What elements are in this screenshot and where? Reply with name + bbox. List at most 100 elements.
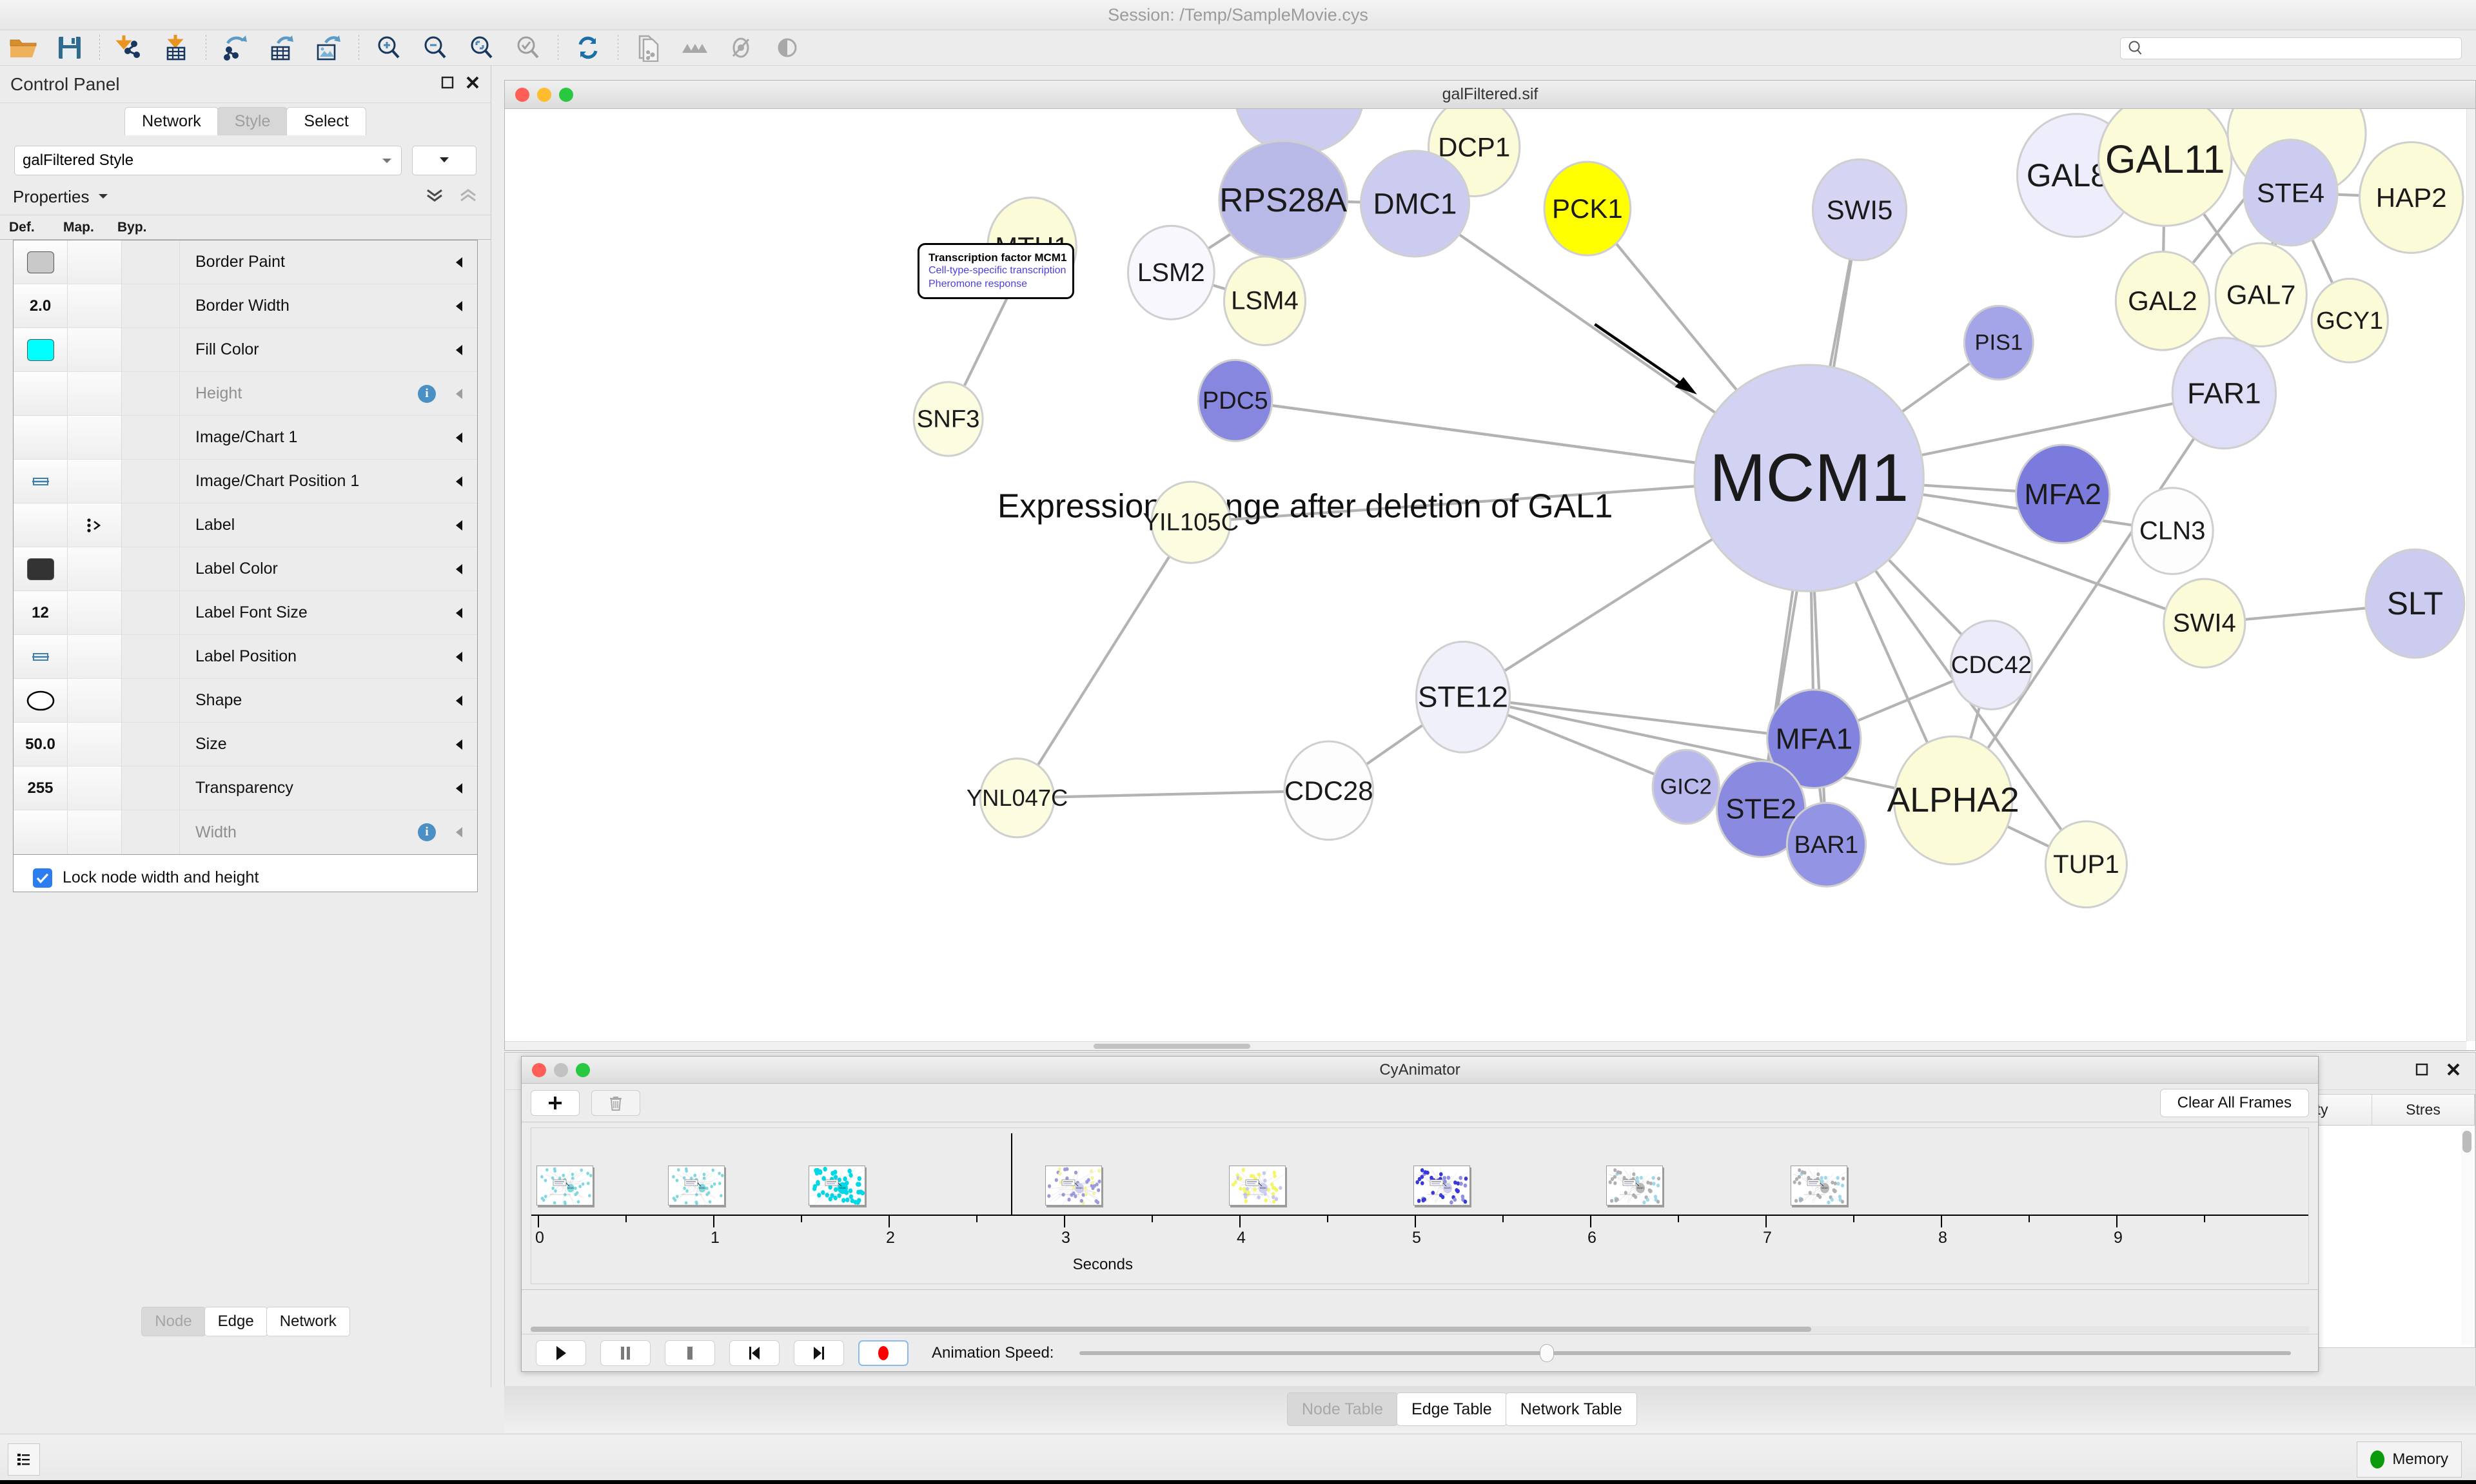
close-icon[interactable] bbox=[2446, 1062, 2461, 1080]
tab-edge-table[interactable]: Edge Table bbox=[1397, 1392, 1507, 1426]
skip-start-button[interactable] bbox=[729, 1340, 780, 1366]
animation-timeline[interactable]: 0 1 2 3 4 5 6 7 8 9 MCM1 MCM1 MCM1 MCM1 MCM1 MCM1 MCM1 M… bbox=[522, 1122, 2318, 1290]
network-edge[interactable] bbox=[1462, 696, 1954, 802]
property-default-cell[interactable] bbox=[14, 547, 68, 591]
tab-select[interactable]: Select bbox=[286, 107, 366, 135]
tab-node-table[interactable]: Node Table bbox=[1287, 1392, 1399, 1426]
show-all-icon[interactable] bbox=[764, 30, 811, 66]
timeline-frame-thumbnail[interactable]: MCM1 bbox=[808, 1166, 865, 1206]
minimize-window-button[interactable] bbox=[554, 1062, 568, 1077]
property-mapping-cell[interactable] bbox=[68, 416, 122, 459]
network-node[interactable]: CLN3 bbox=[2130, 487, 2214, 575]
network-edge[interactable] bbox=[1017, 789, 1329, 799]
property-bypass-cell[interactable] bbox=[122, 503, 180, 547]
network-node[interactable]: STE4 bbox=[2243, 139, 2339, 247]
search-box[interactable] bbox=[2120, 37, 2462, 59]
color-swatch[interactable] bbox=[26, 558, 54, 580]
property-mapping-cell[interactable] bbox=[68, 503, 122, 547]
delete-frame-button[interactable] bbox=[591, 1089, 640, 1116]
property-mapping-cell[interactable] bbox=[68, 372, 122, 415]
property-bypass-cell[interactable] bbox=[122, 460, 180, 503]
property-row[interactable]: Label Position bbox=[14, 635, 477, 679]
table-column-header[interactable]: Stres bbox=[2372, 1095, 2475, 1125]
property-default-cell[interactable] bbox=[14, 635, 68, 678]
property-default-cell[interactable]: 255 bbox=[14, 766, 68, 810]
pause-button[interactable] bbox=[600, 1340, 651, 1366]
property-row[interactable]: Width i bbox=[14, 810, 477, 854]
import-table-icon[interactable] bbox=[153, 30, 199, 66]
network-node[interactable]: CDC28 bbox=[1283, 740, 1375, 841]
properties-menu-icon[interactable] bbox=[97, 191, 109, 203]
import-network-icon[interactable] bbox=[106, 30, 153, 66]
close-window-button[interactable] bbox=[515, 87, 529, 102]
property-mapping-cell[interactable] bbox=[68, 328, 122, 371]
property-default-cell[interactable] bbox=[14, 810, 68, 854]
network-edge[interactable] bbox=[1952, 392, 2226, 801]
network-node[interactable]: YIL105C bbox=[1143, 480, 1239, 564]
color-swatch[interactable] bbox=[26, 338, 54, 361]
property-bypass-cell[interactable] bbox=[122, 547, 180, 591]
network-node[interactable]: SWI5 bbox=[1811, 158, 1908, 262]
maximize-window-button[interactable] bbox=[576, 1062, 590, 1077]
property-row[interactable]: Image/Chart 1 bbox=[14, 416, 477, 460]
show-console-icon[interactable] bbox=[8, 1443, 40, 1476]
property-default-cell[interactable] bbox=[14, 372, 68, 415]
network-node[interactable]: FAR1 bbox=[2171, 337, 2277, 450]
slider-knob[interactable] bbox=[1540, 1343, 1555, 1362]
info-icon[interactable]: i bbox=[418, 384, 436, 403]
property-mapping-cell[interactable] bbox=[68, 635, 122, 678]
network-node[interactable]: SLT bbox=[2364, 548, 2466, 659]
network-node[interactable]: PDC5 bbox=[1197, 358, 1273, 442]
network-node[interactable]: PIS1 bbox=[1963, 304, 2034, 381]
property-mapping-cell[interactable] bbox=[68, 547, 122, 591]
skip-end-button[interactable] bbox=[794, 1340, 844, 1366]
property-mapping-cell[interactable] bbox=[68, 284, 122, 327]
timeline-track[interactable]: 0 1 2 3 4 5 6 7 8 9 MCM1 MCM1 MCM1 MCM1 MCM1 MCM1 MCM1 M… bbox=[531, 1128, 2309, 1284]
property-mapping-cell[interactable] bbox=[68, 810, 122, 854]
zoom-in-icon[interactable] bbox=[366, 30, 412, 66]
close-icon[interactable] bbox=[465, 75, 480, 93]
network-node[interactable]: GIC2 bbox=[1651, 748, 1720, 825]
minimize-window-button[interactable] bbox=[537, 87, 551, 102]
zoom-selected-icon[interactable] bbox=[505, 30, 551, 66]
property-default-cell[interactable] bbox=[14, 679, 68, 722]
property-expand-arrow[interactable] bbox=[442, 635, 477, 678]
network-edge[interactable] bbox=[1016, 522, 1192, 799]
network-horizontal-scrollbar[interactable] bbox=[505, 1041, 2466, 1050]
property-expand-arrow[interactable] bbox=[442, 591, 477, 634]
save-session-icon[interactable] bbox=[46, 30, 93, 66]
timeline-frame-thumbnail[interactable]: MCM1 bbox=[1790, 1166, 1847, 1206]
network-canvas[interactable]: Expression change after deletion of GAL1… bbox=[505, 109, 2475, 1050]
property-expand-arrow[interactable] bbox=[442, 547, 477, 591]
export-table-icon[interactable] bbox=[259, 30, 306, 66]
clear-all-frames-button[interactable]: Clear All Frames bbox=[2159, 1088, 2309, 1117]
record-button[interactable] bbox=[858, 1340, 909, 1366]
zoom-fit-icon[interactable] bbox=[458, 30, 505, 66]
property-bypass-cell[interactable] bbox=[122, 284, 180, 327]
property-row[interactable]: Image/Chart Position 1 bbox=[14, 460, 477, 503]
memory-status-button[interactable]: Memory bbox=[2357, 1441, 2462, 1478]
open-file-icon[interactable] bbox=[0, 30, 46, 66]
tab-style[interactable]: Style bbox=[217, 107, 288, 135]
property-default-cell[interactable] bbox=[14, 503, 68, 547]
layout-icon[interactable] bbox=[671, 30, 718, 66]
property-bypass-cell[interactable] bbox=[122, 328, 180, 371]
animation-speed-slider[interactable] bbox=[1079, 1343, 2291, 1362]
style-options-button[interactable] bbox=[412, 146, 477, 175]
float-panel-icon[interactable] bbox=[440, 75, 455, 93]
hide-selected-icon[interactable] bbox=[718, 30, 764, 66]
network-node[interactable]: ALPHA2 bbox=[1887, 735, 2019, 866]
network-node[interactable]: YNL047C bbox=[967, 757, 1068, 839]
info-icon[interactable]: i bbox=[418, 823, 436, 841]
property-row[interactable]: Shape bbox=[14, 679, 477, 723]
network-node[interactable]: TUP1 bbox=[2044, 820, 2128, 909]
new-network-from-selection-icon[interactable] bbox=[625, 30, 671, 66]
network-node[interactable]: STE12 bbox=[1415, 640, 1511, 754]
timeline-frame-thumbnail[interactable]: MCM1 bbox=[1045, 1166, 1102, 1206]
property-mapping-cell[interactable] bbox=[68, 240, 122, 284]
collapse-all-icon[interactable] bbox=[458, 188, 478, 206]
property-bypass-cell[interactable] bbox=[122, 679, 180, 722]
network-node[interactable]: MFA2 bbox=[2015, 444, 2111, 545]
timeline-frame-thumbnail[interactable]: MCM1 bbox=[536, 1166, 593, 1206]
property-bypass-cell[interactable] bbox=[122, 635, 180, 678]
